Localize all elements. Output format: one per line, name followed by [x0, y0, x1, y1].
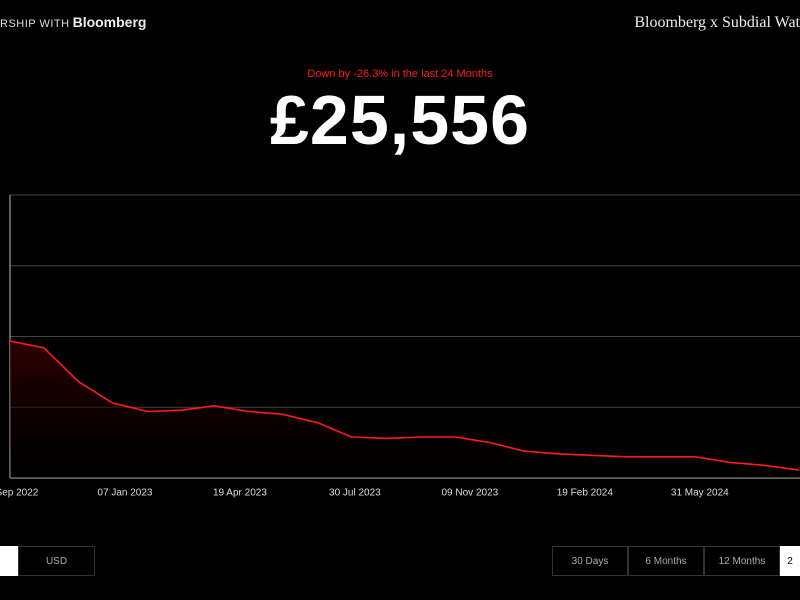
chart: 27 Sep 2022 07 Jan 2023 19 Apr 2023 30 Jul …	[0, 194, 800, 499]
x-tick-label: 30 Jul 2023	[329, 488, 381, 499]
area-fill	[10, 341, 799, 478]
x-tick-label: 27 Sep 2022	[0, 488, 39, 499]
change-text: Down by -26.3% in the last 24 Months	[307, 68, 493, 80]
price-line	[9, 340, 800, 471]
price: £25,556	[269, 81, 531, 159]
x-tick-label: 09 Nov 2023	[442, 488, 499, 499]
currency-button-active[interactable]	[0, 546, 18, 576]
partner-text: RSHIP WITH	[0, 18, 70, 30]
site-title: Bloomberg x Subdial Wat	[634, 14, 800, 31]
range-button[interactable]: 2	[780, 546, 800, 576]
x-tick-label: 31 May 2024	[671, 488, 729, 499]
partner-label: RSHIP WITH Bloomberg	[0, 14, 146, 30]
x-tick-label: 19 Feb 2024	[557, 488, 614, 499]
x-tick-label: 07 Jan 2023	[97, 488, 152, 499]
currency-button[interactable]: USD	[18, 546, 95, 576]
range-button[interactable]: 6 Months	[628, 546, 704, 576]
partner-brand: Bloomberg	[72, 14, 147, 30]
range-button[interactable]: 30 Days	[552, 546, 628, 576]
x-tick-label: 19 Apr 2023	[213, 488, 267, 499]
range-button[interactable]: 12 Months	[704, 546, 780, 576]
